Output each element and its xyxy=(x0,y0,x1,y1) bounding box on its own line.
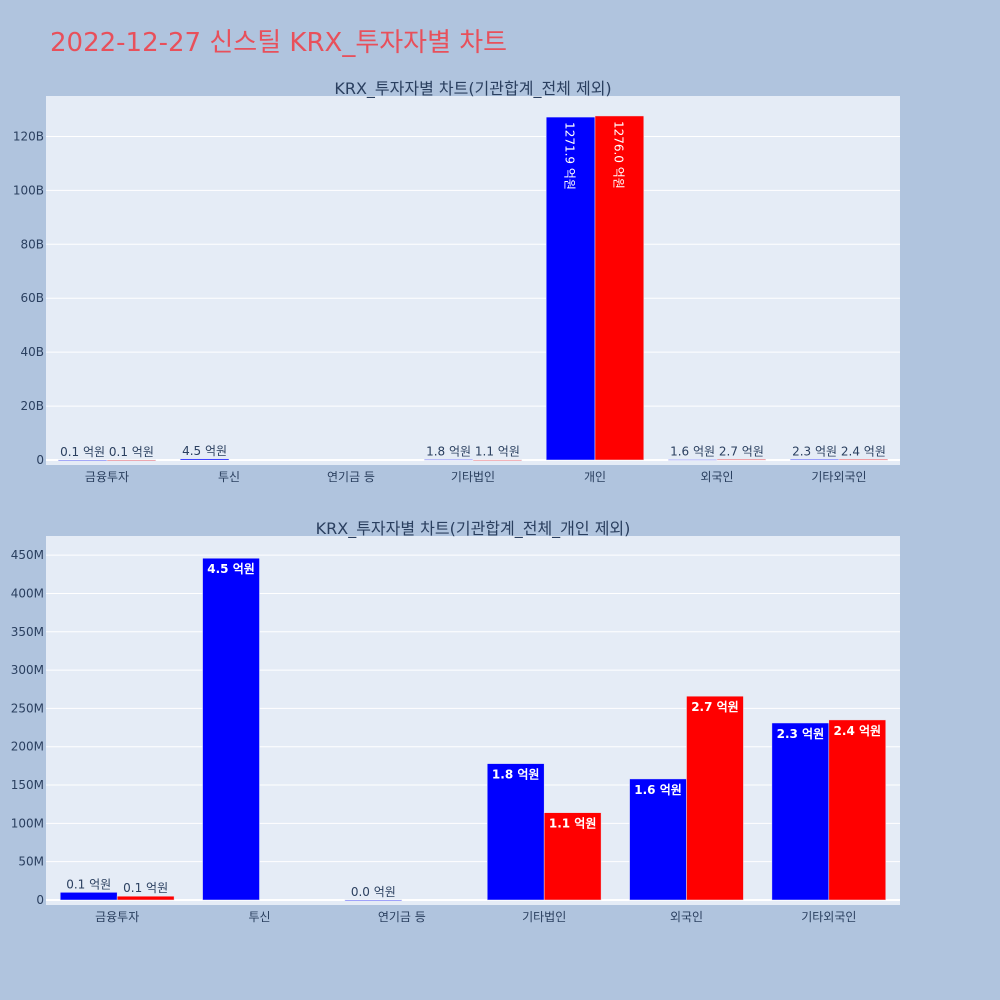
bar xyxy=(472,459,523,461)
bar-label: 1.1 억원 xyxy=(549,817,597,831)
bar xyxy=(179,458,230,461)
bar xyxy=(59,892,118,901)
x-tick-label: 투신 xyxy=(218,470,240,484)
x-tick-label: 기타법인 xyxy=(451,470,495,484)
x-tick-label: 개인 xyxy=(584,470,606,484)
bar-label: 1.8 억원 xyxy=(492,768,540,782)
top-bar-chart: KRX_투자자별 차트(기관합계_전체 제외) 0 20B 40B 60B 80B 100B… xyxy=(13,79,900,484)
bar xyxy=(57,459,108,462)
plot-area xyxy=(46,536,900,905)
bar-label: 2.4 억원 xyxy=(841,444,886,458)
bar xyxy=(828,719,887,901)
x-tick-label: 기타법인 xyxy=(522,910,566,924)
bar xyxy=(686,695,744,901)
bar-label: 0.1 억원 xyxy=(66,877,111,891)
y-tick-label: 450M xyxy=(11,548,44,562)
y-tick-label: 100M xyxy=(11,816,44,830)
bar-label: 0.1 억원 xyxy=(123,881,168,895)
bar xyxy=(545,116,596,461)
plot-area xyxy=(46,96,900,465)
y-tick-label: 250M xyxy=(11,701,44,715)
y-tick-label: 200M xyxy=(11,740,44,754)
y-tick-label: 0 xyxy=(36,453,44,467)
x-tick-label: 기타외국인 xyxy=(801,910,856,924)
y-tick-label: 150M xyxy=(11,778,44,792)
y-tick-label: 100B xyxy=(13,183,44,197)
bar-label: 1271.9 억원 xyxy=(563,122,577,190)
bar xyxy=(594,115,645,461)
bar xyxy=(106,459,157,462)
bar-label: 1.1 억원 xyxy=(475,445,520,459)
bar xyxy=(116,895,175,901)
bar-label: 2.7 억원 xyxy=(719,444,764,458)
chart-title: KRX_투자자별 차트(기관합계_전체 제외) xyxy=(334,79,611,99)
y-tick-label: 350M xyxy=(11,625,44,639)
x-tick-label: 금융투자 xyxy=(95,910,139,924)
bar-label: 2.3 억원 xyxy=(792,444,837,458)
bar-label: 0.1 억원 xyxy=(109,445,154,459)
bar-label: 2.4 억원 xyxy=(834,724,882,738)
y-tick-label: 50M xyxy=(18,855,44,869)
y-tick-label: 80B xyxy=(20,237,44,251)
x-tick-label: 투신 xyxy=(248,910,270,924)
y-tick-label: 400M xyxy=(11,586,44,600)
bar-label: 0.0 억원 xyxy=(351,885,396,899)
bar xyxy=(629,778,687,901)
x-tick-label: 금융투자 xyxy=(85,470,129,484)
bar-label: 1276.0 억원 xyxy=(611,121,625,189)
bar-label: 4.5 억원 xyxy=(182,444,227,458)
x-tick-label: 연기금 등 xyxy=(327,470,375,484)
bar xyxy=(423,459,474,461)
x-tick-label: 연기금 등 xyxy=(378,910,426,924)
y-tick-label: 120B xyxy=(13,129,44,143)
bar-label: 0.1 억원 xyxy=(60,445,105,459)
chart-title: KRX_투자자별 차트(기관합계_전체_개인 제외) xyxy=(316,519,631,539)
bar xyxy=(716,459,767,461)
bar xyxy=(543,812,602,901)
bar-label: 4.5 억원 xyxy=(207,562,255,576)
bottom-bar-chart: KRX_투자자별 차트(기관합계_전체_개인 제외) 0 50M 100M 150M 20… xyxy=(11,519,900,924)
bar xyxy=(838,459,889,461)
bar-label: 1.6 억원 xyxy=(634,783,682,797)
bar-label: 1.6 억원 xyxy=(670,445,715,459)
bar xyxy=(789,459,840,461)
x-tick-label: 외국인 xyxy=(670,910,703,924)
bar-label: 1.8 억원 xyxy=(426,445,471,459)
page-title: 2022-12-27 신스틸 KRX_투자자별 차트 xyxy=(50,28,508,58)
bar xyxy=(667,459,718,461)
bar xyxy=(771,722,830,901)
bar xyxy=(486,763,545,901)
bar xyxy=(202,557,260,901)
x-tick-label: 기타외국인 xyxy=(811,470,866,484)
bar-label: 2.7 억원 xyxy=(691,700,739,714)
y-tick-label: 60B xyxy=(20,291,44,305)
y-tick-label: 20B xyxy=(20,399,44,413)
x-tick-label: 외국인 xyxy=(700,470,733,484)
y-tick-label: 40B xyxy=(20,345,44,359)
bar-label: 2.3 억원 xyxy=(777,727,825,741)
y-tick-label: 0 xyxy=(36,893,44,907)
y-tick-label: 300M xyxy=(11,663,44,677)
bar xyxy=(344,899,403,901)
